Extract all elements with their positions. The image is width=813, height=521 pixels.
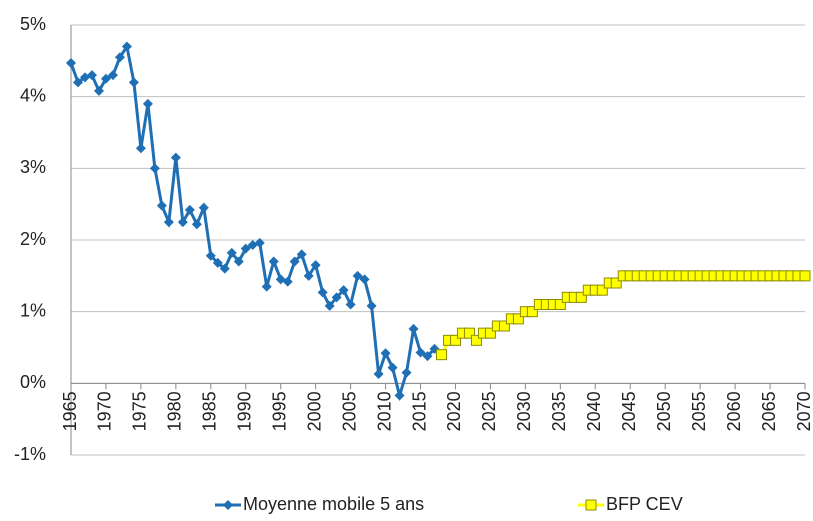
point — [100, 73, 111, 84]
point — [470, 334, 482, 346]
legend-marker — [223, 500, 233, 510]
point — [261, 281, 272, 292]
series-line — [440, 274, 805, 356]
legend-label: BFP CEV — [606, 494, 683, 514]
x-tick-label: 2070 — [794, 391, 813, 431]
point — [233, 256, 244, 267]
point — [449, 334, 461, 346]
x-tick-label: 2055 — [689, 391, 709, 431]
point — [422, 351, 433, 362]
point — [352, 270, 363, 281]
y-tick-label: 3% — [20, 157, 46, 177]
x-tick-label: 1970 — [95, 391, 115, 431]
point — [72, 77, 83, 88]
point — [254, 237, 265, 248]
y-tick-label: 5% — [20, 14, 46, 34]
point — [184, 204, 195, 215]
point — [463, 327, 475, 339]
point — [303, 270, 314, 281]
y-tick-label: 0% — [20, 372, 46, 392]
point — [86, 70, 97, 81]
point — [212, 257, 223, 268]
legend-label: Moyenne mobile 5 ans — [243, 494, 424, 514]
point — [324, 300, 335, 311]
x-tick-label: 2010 — [374, 391, 394, 431]
point — [435, 349, 447, 361]
point — [387, 362, 398, 373]
point — [156, 200, 167, 211]
x-tick-label: 1990 — [235, 391, 255, 431]
point — [240, 243, 251, 254]
point — [170, 152, 181, 163]
x-tick-label: 1980 — [165, 391, 185, 431]
point — [610, 277, 622, 289]
point — [338, 285, 349, 296]
point — [149, 163, 160, 174]
point — [198, 202, 209, 213]
x-tick-label: 2005 — [339, 391, 359, 431]
point — [114, 52, 125, 63]
point — [554, 299, 566, 310]
point — [66, 57, 76, 68]
x-tick-label: 2000 — [304, 391, 324, 431]
y-tick-label: -1% — [14, 444, 46, 464]
point — [331, 292, 342, 303]
point — [317, 287, 328, 298]
point — [575, 291, 587, 303]
point — [310, 260, 321, 271]
point — [177, 217, 188, 228]
point — [401, 367, 412, 378]
point — [526, 306, 538, 318]
legend-marker — [585, 499, 597, 511]
point — [408, 323, 419, 334]
point — [366, 300, 377, 311]
point — [121, 41, 132, 52]
y-tick-label: 4% — [20, 85, 46, 105]
x-tick-label: 2020 — [444, 391, 464, 431]
point — [128, 77, 139, 88]
point — [296, 249, 307, 260]
point — [415, 347, 426, 358]
point — [135, 143, 146, 154]
x-tick-label: 2030 — [514, 391, 534, 431]
point — [93, 85, 104, 96]
series-line — [69, 42, 436, 402]
point — [268, 256, 279, 267]
x-tick-label: 2060 — [724, 391, 744, 431]
point — [282, 276, 293, 287]
point — [359, 274, 370, 285]
point — [498, 320, 510, 332]
x-tick-label: 2045 — [619, 391, 639, 431]
x-tick-label: 2015 — [409, 391, 429, 431]
point — [226, 247, 237, 258]
point — [142, 98, 153, 109]
point — [289, 256, 300, 267]
point — [205, 250, 216, 261]
x-tick-label: 2065 — [759, 391, 779, 431]
x-tick-label: 2025 — [479, 391, 499, 431]
point — [380, 348, 391, 359]
x-tick-label: 2040 — [584, 391, 604, 431]
point — [163, 217, 174, 228]
x-tick-label: 2050 — [654, 391, 674, 431]
x-tick-label: 1985 — [200, 391, 220, 431]
x-tick-label: 1965 — [60, 391, 80, 431]
point — [394, 390, 405, 401]
x-tick-label: 1995 — [269, 391, 289, 431]
point — [512, 313, 524, 325]
point — [596, 284, 608, 296]
point — [219, 263, 230, 274]
point — [345, 299, 356, 310]
point — [799, 270, 811, 282]
point — [107, 70, 118, 81]
x-tick-label: 2035 — [549, 391, 569, 431]
x-tick-label: 1975 — [130, 391, 150, 431]
point — [373, 369, 384, 380]
y-tick-label: 1% — [20, 300, 46, 320]
point — [191, 219, 202, 230]
y-tick-label: 2% — [20, 229, 46, 249]
point — [484, 327, 496, 339]
